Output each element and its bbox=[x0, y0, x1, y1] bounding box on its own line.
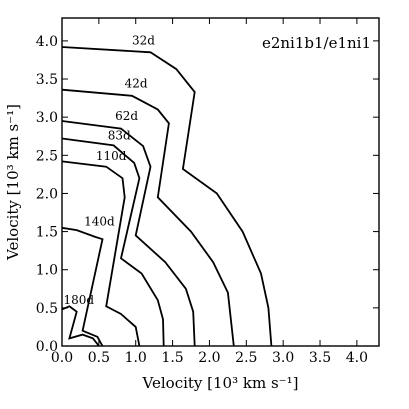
x-tick-label: 1.5 bbox=[161, 350, 183, 366]
x-tick-label: 4.0 bbox=[346, 350, 368, 366]
y-tick-label: 0.0 bbox=[36, 339, 58, 355]
y-tick-label: 2.5 bbox=[36, 148, 58, 164]
contour-line-180d bbox=[61, 305, 100, 347]
contour-line-140d bbox=[61, 226, 104, 347]
x-tick-label: 2.0 bbox=[198, 350, 220, 366]
x-tick-label: 0.0 bbox=[51, 350, 73, 366]
contour-label-62d: 62d bbox=[115, 109, 138, 123]
y-tick-label: 1.5 bbox=[36, 225, 58, 241]
contour-label-83d: 83d bbox=[108, 128, 131, 142]
x-tick-label: 3.5 bbox=[309, 350, 331, 366]
contour-line-83d bbox=[61, 137, 165, 347]
series-layer: 32d 42d 62d 83d 110d 140d 180d bbox=[61, 34, 273, 347]
y-tick-label: 2.0 bbox=[36, 186, 58, 202]
contour-line-110d bbox=[61, 160, 141, 347]
y-axis-label: Velocity [10³ km s⁻¹] bbox=[4, 104, 22, 261]
y-tick-label: 0.5 bbox=[36, 301, 58, 317]
y-tick-label: 4.0 bbox=[36, 34, 58, 50]
contour-label-140d: 140d bbox=[84, 214, 115, 228]
x-tick-label: 3.0 bbox=[272, 350, 294, 366]
contour-line-42d bbox=[61, 88, 235, 347]
annotation-label: e2ni1b1/e1ni1 bbox=[262, 34, 371, 52]
x-tick-label: 2.5 bbox=[235, 350, 257, 366]
contour-line-32d bbox=[61, 46, 273, 347]
contour-line-62d bbox=[61, 120, 196, 347]
x-axis-label: Velocity [10³ km s⁻¹] bbox=[142, 374, 299, 392]
contour-label-32d: 32d bbox=[132, 34, 155, 48]
plot-frame bbox=[61, 17, 380, 347]
x-tick-label: 1.0 bbox=[125, 350, 147, 366]
y-tick-label: 3.0 bbox=[36, 110, 58, 126]
contour-label-42d: 42d bbox=[125, 76, 148, 90]
ticks-layer: 0.0 0.5 1.0 1.5 2.0 2.5 3.0 3.5 4.0 0.0 0.5 1.0 1.5 2… bbox=[36, 18, 379, 366]
y-tick-label: 1.0 bbox=[36, 263, 58, 279]
contour-label-180d: 180d bbox=[63, 293, 94, 307]
y-tick-label: 3.5 bbox=[36, 72, 58, 88]
contour-label-110d: 110d bbox=[96, 149, 127, 163]
x-tick-label: 0.5 bbox=[88, 350, 110, 366]
